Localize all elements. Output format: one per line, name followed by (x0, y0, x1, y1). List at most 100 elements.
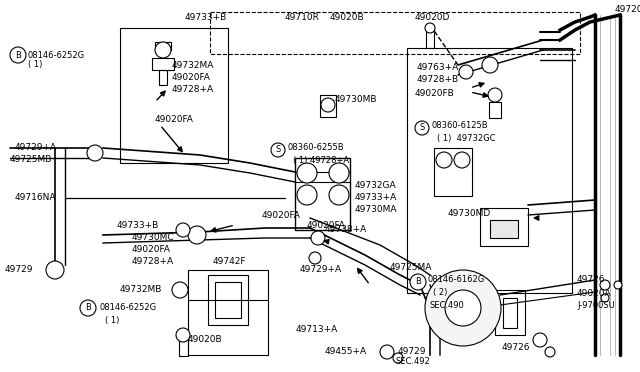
Text: 49020FA: 49020FA (307, 221, 346, 231)
Bar (407, 48, 572, 293)
Text: 49020FB: 49020FB (415, 90, 455, 99)
Circle shape (10, 47, 26, 63)
Text: ( 2): ( 2) (433, 288, 447, 296)
Text: 49730MA: 49730MA (355, 205, 397, 214)
Circle shape (311, 231, 325, 245)
Text: 49728+A: 49728+A (132, 257, 174, 266)
Text: 49729: 49729 (398, 347, 426, 356)
Text: B: B (415, 278, 421, 286)
Text: 49725MA: 49725MA (390, 263, 433, 273)
Circle shape (380, 345, 394, 359)
Bar (159, 70, 167, 85)
Bar (503, 298, 517, 328)
Text: 49020FA: 49020FA (132, 244, 171, 253)
Circle shape (297, 185, 317, 205)
Text: 49730MD: 49730MD (448, 208, 492, 218)
Circle shape (600, 280, 610, 290)
Text: ( 1): ( 1) (28, 61, 42, 70)
Text: S: S (275, 145, 280, 154)
Circle shape (297, 163, 317, 183)
Text: 49455+A: 49455+A (325, 347, 367, 356)
Text: 49729+A: 49729+A (15, 144, 57, 153)
Text: 49730MC: 49730MC (132, 232, 175, 241)
Text: 08360-6125B: 08360-6125B (432, 122, 488, 131)
Text: 08360-6255B: 08360-6255B (288, 144, 344, 153)
Circle shape (188, 226, 206, 244)
Text: 49728+B: 49728+B (417, 76, 459, 84)
Text: SEC.490: SEC.490 (430, 301, 465, 310)
Circle shape (172, 282, 188, 298)
Text: 49729: 49729 (5, 266, 33, 275)
Bar (215, 282, 241, 318)
Bar (155, 42, 171, 50)
Bar (295, 158, 350, 230)
Text: 49710R: 49710R (285, 13, 320, 22)
Text: 49020B: 49020B (330, 13, 365, 22)
Text: 08146-6252G: 08146-6252G (28, 51, 85, 60)
Text: 49020FA: 49020FA (155, 115, 194, 125)
Bar (188, 270, 268, 355)
Circle shape (488, 88, 502, 102)
Bar (434, 148, 472, 196)
Bar (320, 95, 336, 117)
Circle shape (533, 333, 547, 347)
Text: 49732GA: 49732GA (355, 180, 397, 189)
Text: 49720: 49720 (615, 6, 640, 15)
Text: S: S (419, 124, 424, 132)
Text: B: B (85, 304, 91, 312)
Bar (179, 338, 188, 356)
Bar (495, 290, 525, 335)
Text: 49020FA: 49020FA (172, 73, 211, 81)
Text: SEC.492: SEC.492 (395, 357, 429, 366)
Text: 49738+A: 49738+A (325, 225, 367, 234)
Text: B: B (15, 51, 21, 60)
Circle shape (454, 152, 470, 168)
Circle shape (445, 290, 481, 326)
Bar (490, 220, 518, 238)
Circle shape (545, 347, 555, 357)
Circle shape (309, 252, 321, 264)
Text: 49725MB: 49725MB (10, 155, 52, 164)
Circle shape (393, 353, 403, 363)
Circle shape (176, 328, 190, 342)
Bar (480, 208, 528, 246)
Circle shape (155, 42, 171, 58)
Text: 49732MA: 49732MA (172, 61, 214, 70)
Circle shape (425, 270, 501, 346)
Circle shape (459, 65, 473, 79)
Circle shape (80, 300, 96, 316)
Text: 49729+A: 49729+A (300, 266, 342, 275)
Circle shape (425, 23, 435, 33)
Text: 49716NA: 49716NA (15, 193, 56, 202)
Bar (489, 102, 501, 118)
Circle shape (321, 98, 335, 112)
Text: 49726: 49726 (577, 276, 605, 285)
Text: J-9700SU: J-9700SU (577, 301, 615, 311)
Text: 49020B: 49020B (188, 336, 223, 344)
Text: 49020A: 49020A (577, 289, 612, 298)
Circle shape (271, 143, 285, 157)
Circle shape (176, 223, 190, 237)
Text: 49763+A: 49763+A (417, 64, 460, 73)
Bar (426, 30, 434, 48)
Bar (152, 58, 174, 70)
Text: ( 1): ( 1) (105, 315, 120, 324)
Text: 49733+A: 49733+A (355, 192, 397, 202)
Text: 49728+A: 49728+A (172, 84, 214, 93)
Text: ( 1)  49732GC: ( 1) 49732GC (437, 134, 495, 142)
Bar (210, 12, 580, 54)
Circle shape (87, 145, 103, 161)
Circle shape (46, 261, 64, 279)
Text: 49733+B: 49733+B (185, 13, 227, 22)
Text: 49742F: 49742F (213, 257, 246, 266)
Text: 49713+A: 49713+A (296, 326, 339, 334)
Circle shape (329, 163, 349, 183)
Text: 49020FA: 49020FA (262, 211, 301, 219)
Bar (208, 275, 248, 325)
Circle shape (410, 274, 426, 290)
Text: 08146-6162G: 08146-6162G (428, 276, 485, 285)
Text: 49020D: 49020D (415, 13, 451, 22)
Text: 08146-6252G: 08146-6252G (100, 304, 157, 312)
Text: ( 1) 49728+A: ( 1) 49728+A (293, 155, 349, 164)
Circle shape (415, 121, 429, 135)
